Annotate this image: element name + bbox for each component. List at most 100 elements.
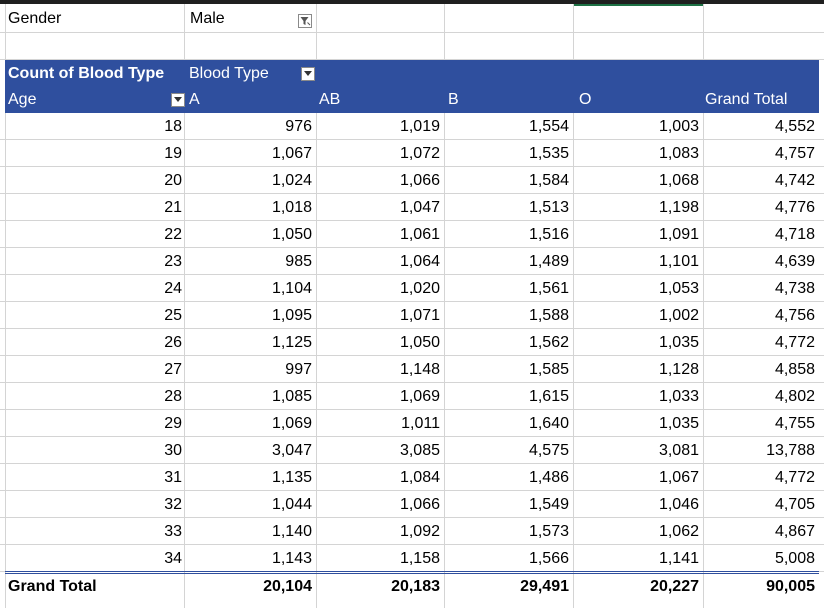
table-cell[interactable]: 1,066: [399, 172, 440, 189]
table-cell[interactable]: 1,158: [399, 550, 440, 567]
table-cell[interactable]: 1,516: [528, 226, 569, 243]
table-cell[interactable]: 4,757: [774, 145, 815, 162]
table-cell[interactable]: 1,561: [528, 280, 569, 297]
table-cell[interactable]: 1,072: [399, 145, 440, 162]
column-header-grand-total[interactable]: Grand Total: [705, 91, 788, 108]
table-cell[interactable]: 1,067: [658, 469, 699, 486]
table-cell[interactable]: 1,562: [528, 334, 569, 351]
table-cell[interactable]: 1,585: [528, 361, 569, 378]
row-label-age[interactable]: 31: [164, 469, 182, 486]
table-cell[interactable]: 1,143: [271, 550, 312, 567]
row-label-age[interactable]: 29: [164, 415, 182, 432]
grand-total-cell[interactable]: 20,183: [391, 578, 440, 595]
table-cell[interactable]: 1,486: [528, 469, 569, 486]
table-cell[interactable]: 4,858: [774, 361, 815, 378]
table-cell[interactable]: 5,008: [774, 550, 815, 567]
table-cell[interactable]: 4,772: [774, 469, 815, 486]
column-field-dropdown[interactable]: [301, 67, 315, 81]
table-cell[interactable]: 4,705: [774, 496, 815, 513]
table-cell[interactable]: 4,756: [774, 307, 815, 324]
table-cell[interactable]: 4,552: [774, 118, 815, 135]
table-cell[interactable]: 1,095: [271, 307, 312, 324]
row-label-age[interactable]: 19: [164, 145, 182, 162]
table-cell[interactable]: 1,135: [271, 469, 312, 486]
table-cell[interactable]: 1,071: [399, 307, 440, 324]
spreadsheet-grid[interactable]: [0, 4, 824, 608]
table-cell[interactable]: 1,141: [658, 550, 699, 567]
row-field-dropdown[interactable]: [171, 93, 185, 107]
table-cell[interactable]: 1,549: [528, 496, 569, 513]
table-cell[interactable]: 1,554: [528, 118, 569, 135]
filter-applied-icon[interactable]: [298, 14, 312, 28]
table-cell[interactable]: 1,066: [399, 496, 440, 513]
table-cell[interactable]: 4,867: [774, 523, 815, 540]
table-cell[interactable]: 4,776: [774, 199, 815, 216]
table-cell[interactable]: 1,584: [528, 172, 569, 189]
table-cell[interactable]: 1,640: [528, 415, 569, 432]
table-cell[interactable]: 976: [285, 118, 312, 135]
row-label-age[interactable]: 30: [164, 442, 182, 459]
column-header-o[interactable]: O: [579, 91, 592, 108]
table-cell[interactable]: 1,573: [528, 523, 569, 540]
table-cell[interactable]: 1,148: [399, 361, 440, 378]
row-label-age[interactable]: 25: [164, 307, 182, 324]
table-cell[interactable]: 1,128: [658, 361, 699, 378]
table-cell[interactable]: 1,489: [528, 253, 569, 270]
table-cell[interactable]: 1,566: [528, 550, 569, 567]
column-header-b[interactable]: B: [448, 91, 459, 108]
table-cell[interactable]: 1,069: [271, 415, 312, 432]
table-cell[interactable]: 1,050: [399, 334, 440, 351]
table-cell[interactable]: 1,198: [658, 199, 699, 216]
table-cell[interactable]: 1,011: [401, 415, 440, 432]
table-cell[interactable]: 1,044: [271, 496, 312, 513]
table-cell[interactable]: 1,035: [658, 334, 699, 351]
row-label-age[interactable]: 26: [164, 334, 182, 351]
table-cell[interactable]: 1,020: [399, 280, 440, 297]
table-cell[interactable]: 1,615: [528, 388, 569, 405]
table-cell[interactable]: 4,772: [774, 334, 815, 351]
table-cell[interactable]: 1,085: [271, 388, 312, 405]
table-cell[interactable]: 1,061: [399, 226, 440, 243]
row-label-age[interactable]: 32: [164, 496, 182, 513]
table-cell[interactable]: 1,019: [399, 118, 440, 135]
row-label-age[interactable]: 22: [164, 226, 182, 243]
table-cell[interactable]: 1,101: [658, 253, 699, 270]
table-cell[interactable]: 1,140: [271, 523, 312, 540]
table-cell[interactable]: 1,069: [399, 388, 440, 405]
table-cell[interactable]: 3,081: [658, 442, 699, 459]
row-label-age[interactable]: 33: [164, 523, 182, 540]
table-cell[interactable]: 1,064: [399, 253, 440, 270]
row-label-age[interactable]: 28: [164, 388, 182, 405]
table-cell[interactable]: 1,067: [271, 145, 312, 162]
table-cell[interactable]: 1,053: [658, 280, 699, 297]
table-cell[interactable]: 1,046: [658, 496, 699, 513]
table-cell[interactable]: 1,104: [271, 280, 312, 297]
table-cell[interactable]: 985: [285, 253, 312, 270]
table-cell[interactable]: 4,575: [528, 442, 569, 459]
table-cell[interactable]: 4,755: [774, 415, 815, 432]
table-cell[interactable]: 1,050: [271, 226, 312, 243]
table-cell[interactable]: 1,092: [399, 523, 440, 540]
table-cell[interactable]: 4,718: [774, 226, 815, 243]
table-cell[interactable]: 1,035: [658, 415, 699, 432]
column-header-ab[interactable]: AB: [319, 91, 341, 108]
table-cell[interactable]: 1,513: [528, 199, 569, 216]
table-cell[interactable]: 1,084: [399, 469, 440, 486]
table-cell[interactable]: 4,738: [774, 280, 815, 297]
table-cell[interactable]: 1,125: [271, 334, 312, 351]
table-cell[interactable]: 1,062: [658, 523, 699, 540]
table-cell[interactable]: 4,639: [774, 253, 815, 270]
grand-total-cell[interactable]: 20,227: [650, 578, 699, 595]
column-header-a[interactable]: A: [189, 91, 200, 108]
grand-total-cell[interactable]: 29,491: [520, 578, 569, 595]
row-label-age[interactable]: 21: [164, 199, 182, 216]
table-cell[interactable]: 3,047: [271, 442, 312, 459]
table-cell[interactable]: 997: [285, 361, 312, 378]
table-cell[interactable]: 1,588: [528, 307, 569, 324]
row-label-age[interactable]: 34: [164, 550, 182, 567]
table-cell[interactable]: 1,018: [271, 199, 312, 216]
table-cell[interactable]: 1,047: [399, 199, 440, 216]
row-label-age[interactable]: 18: [164, 118, 182, 135]
row-label-age[interactable]: 20: [164, 172, 182, 189]
table-cell[interactable]: 4,742: [774, 172, 815, 189]
